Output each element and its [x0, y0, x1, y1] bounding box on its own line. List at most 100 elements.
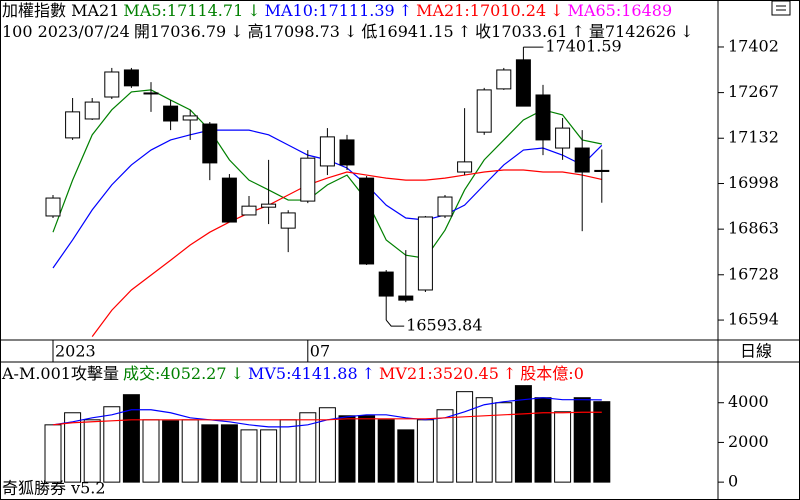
legend-entry: 股本億:0: [520, 364, 584, 383]
candle-body: [84, 101, 100, 120]
value-label: 成交:4052.27: [122, 364, 227, 383]
volume-header: A-M.001攻擊量 成交:4052.27 ↓ MV5:4141.88 ↑ MV21:35…: [2, 364, 588, 384]
volume-bar: [534, 397, 552, 483]
volume-bar: [44, 424, 62, 483]
volume-bar: [103, 406, 121, 483]
annotation-leader: [385, 319, 405, 327]
candle-body: [261, 203, 277, 208]
info-item: ↓: [343, 22, 358, 41]
legend-entry: MA5:17114.71: [123, 1, 244, 20]
volume-bar: [593, 401, 611, 483]
candle-body: [202, 123, 218, 164]
price-header: 加權指數 MA21 MA5:17114.71 ↓ MA10:17111.39 ↑ MA21…: [2, 1, 676, 21]
legend-entry: MV21:3520.45: [379, 364, 499, 383]
panel-title: 加權指數 MA21: [2, 1, 120, 20]
volume-bar: [64, 412, 82, 483]
info-item: ↑: [457, 22, 472, 41]
candle-body: [65, 111, 81, 139]
volume-bar: [240, 429, 258, 483]
volume-bar: [201, 424, 219, 483]
volume-bar: [456, 391, 474, 483]
volume-bar: [338, 415, 356, 483]
volume-bar: [554, 411, 572, 483]
candle-body: [476, 89, 492, 133]
info-item: 高17098.73: [247, 22, 340, 41]
candle-body: [594, 169, 610, 172]
panel-title: A-M.001攻擊量: [2, 364, 119, 383]
candle-body: [574, 147, 590, 173]
volume-bar: [142, 419, 160, 483]
candle-body: [417, 216, 433, 291]
candle-body: [437, 196, 453, 217]
volume-bar: [220, 424, 238, 483]
y-tick-label: 17132: [728, 128, 779, 147]
candle-body: [163, 105, 179, 122]
y-tick-label: 17267: [728, 82, 779, 101]
volume-bar: [83, 419, 101, 483]
trend-arrow: ↓: [247, 1, 261, 20]
volume-bar: [181, 419, 199, 483]
price-info: 100 2023/07/24 開17036.79 ↓ 高17098.73 ↓ 低16941…: [2, 22, 698, 42]
candle-body: [104, 71, 120, 98]
trend-arrow: ↑: [398, 1, 413, 20]
volume-bar: [573, 397, 591, 483]
y-tick-label: 17402: [728, 36, 779, 55]
volume-bar: [475, 397, 493, 483]
candle-body: [515, 59, 531, 107]
info-item: 100 2023/07/24: [2, 22, 130, 41]
candle-body: [339, 139, 355, 166]
candle-body: [241, 205, 257, 216]
volume-bar: [358, 415, 376, 483]
candle-body: [378, 271, 394, 297]
candle-body: [496, 69, 512, 90]
candle-body: [143, 92, 159, 95]
volume-bar: [299, 412, 317, 483]
ma-line: [91, 169, 602, 337]
y-tick-label: 2000: [728, 432, 769, 451]
y-tick-label: 16998: [728, 173, 779, 192]
legend-entry: MV5:4141.88: [247, 364, 358, 383]
info-item: 收17033.61: [475, 22, 568, 41]
period[interactable]: 日線: [740, 342, 772, 361]
y-tick-label: 0: [728, 472, 738, 491]
candle-body: [555, 127, 571, 149]
footer: 奇狐勝券 v5.2: [2, 479, 106, 498]
volume-bar: [377, 419, 395, 483]
legend-entry: MA21:17010.24: [416, 1, 547, 20]
candle-body: [457, 161, 473, 173]
candle-body: [398, 295, 414, 301]
info-item: 低16941.15: [361, 22, 454, 41]
volume-bar: [514, 385, 532, 483]
info-item: 開17036.79: [133, 22, 227, 41]
volume-bar: [122, 394, 140, 483]
candle-body: [123, 69, 139, 87]
info-item: ↑: [571, 22, 585, 41]
ma-line: [52, 411, 602, 426]
volume-bar: [495, 402, 513, 483]
ma-line: [52, 89, 602, 259]
x-tick-label: 2023: [55, 342, 96, 361]
candle-body: [359, 177, 375, 265]
y-tick-label: 4000: [728, 392, 769, 411]
legend-entry: MA10:17111.39: [264, 1, 395, 20]
trend-arrow: ↓: [230, 364, 244, 383]
volume-bar: [397, 429, 415, 483]
volume-bar: [279, 419, 297, 483]
volume-bar: [318, 407, 336, 483]
volume-bar: [436, 409, 454, 483]
candle-body: [45, 197, 61, 217]
x-tick-label: 07: [310, 342, 330, 361]
annotation: 16593.84: [406, 316, 482, 335]
trend-arrow: ↑: [361, 364, 376, 383]
candle-body: [300, 157, 316, 202]
trend-arrow: ↑: [502, 364, 517, 383]
menu-icon[interactable]: [771, 0, 791, 16]
candle-body: [221, 177, 237, 223]
candle-body: [319, 136, 335, 167]
annotation: 17401.59: [545, 37, 621, 56]
info-item: 量7142626: [588, 22, 677, 41]
y-tick-label: 16728: [728, 264, 779, 283]
info-item: ↓: [680, 22, 694, 41]
